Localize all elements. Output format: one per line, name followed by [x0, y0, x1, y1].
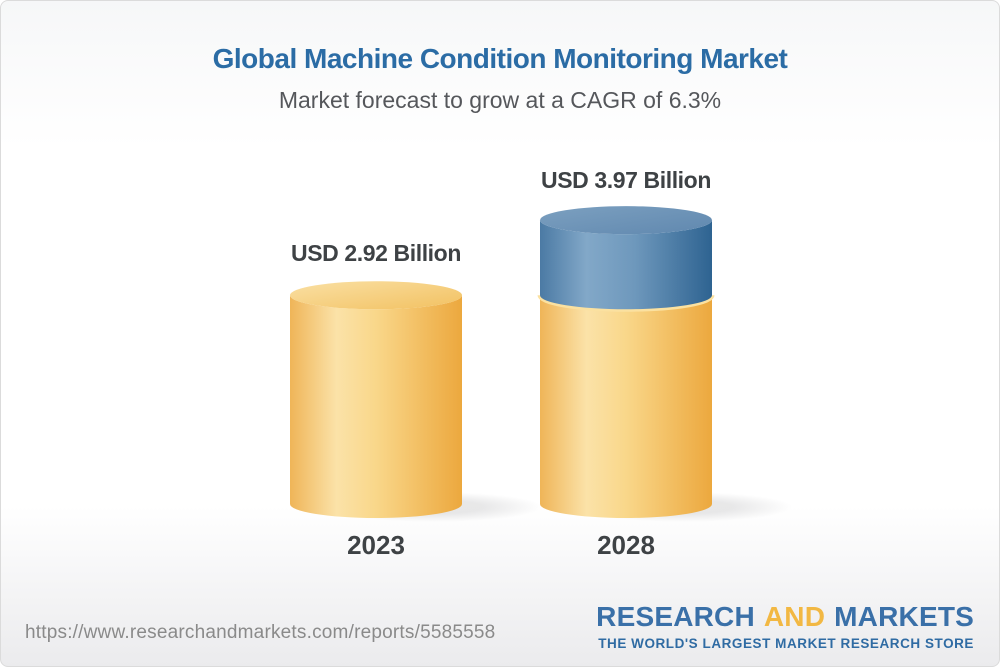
category-label-2028: 2028	[597, 530, 655, 560]
logo-tagline: THE WORLD'S LARGEST MARKET RESEARCH STOR…	[598, 636, 974, 651]
category-label-2023: 2023	[347, 530, 405, 560]
value-label-2023: USD 2.92 Billion	[291, 240, 461, 266]
chart-title: Global Machine Condition Monitoring Mark…	[212, 43, 788, 74]
chart-subtitle: Market forecast to grow at a CAGR of 6.3…	[278, 87, 722, 113]
logo-word-and: AND	[763, 601, 826, 632]
report-url: https://www.researchandmarkets.com/repor…	[25, 622, 496, 643]
research-and-markets-logo: RESEARCH AND MARKETS THE WORLD'S LARGEST…	[596, 603, 974, 651]
logo-wordmark: RESEARCH AND MARKETS	[596, 603, 974, 631]
logo-word-research: RESEARCH	[596, 601, 755, 632]
value-label-2028: USD 3.97 Billion	[541, 167, 711, 193]
logo-word-markets: MARKETS	[834, 601, 974, 632]
